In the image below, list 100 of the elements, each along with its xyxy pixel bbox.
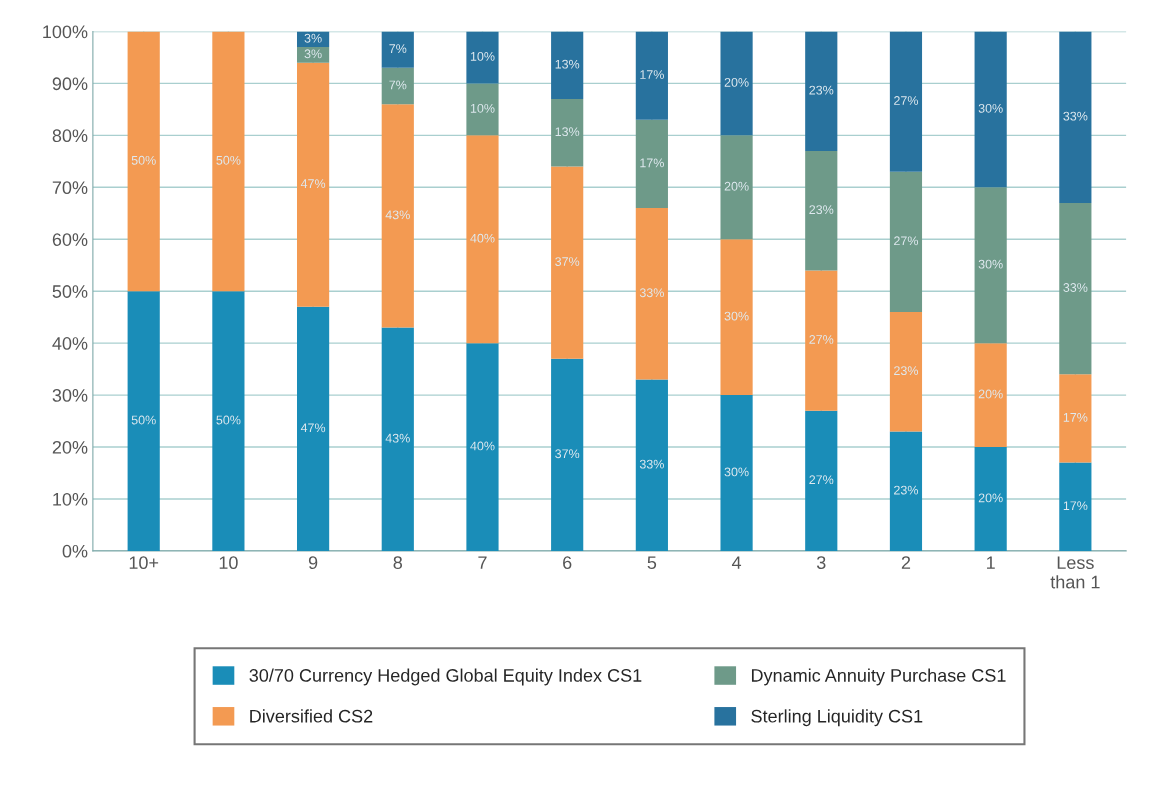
data-label: 47%: [300, 179, 326, 189]
data-label: 33%: [1063, 111, 1088, 121]
data-label: 20%: [724, 77, 749, 87]
y-tick-label: 30%: [52, 389, 88, 402]
bar: [466, 135, 499, 344]
data-label: 10%: [470, 103, 495, 113]
bar: [381, 327, 414, 551]
bar: [1059, 31, 1092, 203]
data-label: 50%: [216, 155, 241, 165]
bar: [381, 67, 414, 105]
x-tick-label: 9: [308, 556, 318, 570]
y-tick-label: 40%: [52, 337, 88, 350]
data-label: 40%: [470, 233, 495, 243]
bar: [805, 270, 838, 411]
bar: [805, 31, 838, 151]
data-label: 37%: [555, 449, 580, 459]
bar: [1059, 374, 1092, 463]
bar: [805, 150, 838, 271]
bar: [551, 358, 584, 551]
bar: [381, 104, 414, 328]
data-label: 27%: [809, 335, 834, 344]
data-label: 13%: [555, 59, 580, 69]
data-label: 50%: [216, 415, 241, 425]
y-tick-label: 100%: [43, 25, 88, 39]
data-label: 17%: [1063, 501, 1088, 511]
bar: [127, 291, 160, 551]
y-tick-label: 80%: [52, 129, 88, 143]
bar: [889, 31, 923, 172]
bar: [635, 119, 668, 209]
data-label: 50%: [131, 415, 156, 425]
y-tick-label: 70%: [52, 181, 88, 195]
x-tick-label: 5: [647, 556, 657, 570]
data-label: 30%: [724, 467, 749, 477]
data-label: 20%: [978, 389, 1003, 399]
y-tick-label: 90%: [52, 77, 88, 91]
data-label: 17%: [640, 158, 664, 168]
bar: [720, 395, 753, 551]
data-label: 43%: [385, 433, 410, 443]
bar: [889, 311, 923, 432]
x-tick-label: 1: [987, 556, 995, 569]
data-label: 17%: [1063, 413, 1088, 422]
legend-label: Sterling Liquidity CS1: [751, 709, 923, 727]
bar: [974, 447, 1007, 551]
legend-label: 30/70 Currency Hedged Global Equity Index CS1: [249, 668, 642, 686]
bar: [720, 239, 753, 396]
bar: [720, 135, 753, 240]
bar: [635, 31, 668, 120]
bar: [297, 62, 330, 307]
x-tick-label: 6: [563, 556, 572, 570]
data-label: 20%: [724, 181, 749, 191]
bar: [551, 31, 584, 99]
data-label: 43%: [385, 210, 410, 220]
data-label: 20%: [978, 493, 1003, 503]
x-tick-label: 7: [478, 556, 487, 569]
data-label: 50%: [131, 155, 156, 165]
y-tick-label: 60%: [52, 233, 88, 246]
data-label: 10%: [470, 51, 495, 61]
x-tick-label: Less than 1: [1050, 556, 1100, 589]
bar: [297, 306, 330, 551]
y-tick-label: 50%: [52, 285, 88, 298]
bar: [974, 343, 1007, 448]
bar: [974, 187, 1007, 344]
bar: [466, 83, 499, 136]
y-tick-label: 10%: [53, 492, 88, 506]
bar: [1059, 462, 1092, 551]
bar: [720, 31, 753, 136]
bar: [551, 166, 584, 359]
bar: [635, 208, 668, 380]
x-tick-label: 2: [901, 556, 911, 569]
data-label: 37%: [555, 257, 580, 266]
x-tick-label: 8: [393, 556, 403, 570]
bar: [381, 31, 414, 68]
data-label: 3%: [304, 33, 322, 43]
bar: [297, 47, 330, 63]
data-label: 33%: [1063, 283, 1088, 292]
data-label: 17%: [640, 70, 664, 79]
x-tick-label: 10: [219, 556, 238, 570]
data-label: 23%: [809, 85, 834, 95]
legend-label: Diversified CS2: [250, 709, 373, 723]
data-label: 23%: [809, 205, 834, 215]
bar: [1059, 202, 1092, 375]
x-tick-label: 10+: [129, 556, 159, 570]
bar: [551, 99, 584, 167]
data-label: 27%: [809, 475, 834, 485]
data-label: 7%: [389, 44, 407, 53]
bar: [127, 31, 160, 292]
data-label: 3%: [304, 49, 322, 59]
x-tick-label: 3: [816, 556, 826, 570]
bar: [212, 291, 245, 551]
data-label: 13%: [555, 127, 580, 137]
x-tick-label: 4: [731, 556, 742, 569]
bar: [805, 410, 838, 551]
bar: [974, 31, 1007, 188]
data-label: 47%: [300, 423, 326, 433]
data-label: 7%: [389, 80, 407, 90]
data-label: 23%: [894, 366, 919, 376]
data-label: 30%: [978, 103, 1003, 113]
bar: [635, 379, 668, 551]
data-label: 30%: [978, 259, 1003, 269]
data-label: 33%: [639, 288, 664, 298]
